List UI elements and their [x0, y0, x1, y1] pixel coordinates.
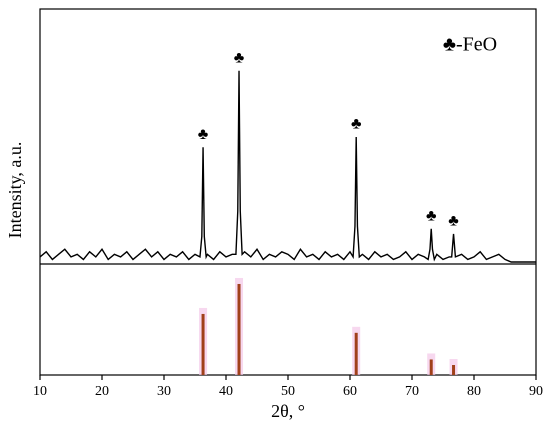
x-tick-label: 30	[157, 384, 171, 399]
x-tick-label: 10	[33, 384, 47, 399]
peak-marker: ♣	[448, 213, 459, 230]
x-tick-label: 40	[219, 384, 233, 399]
peak-marker: ♣	[351, 116, 362, 133]
plot-frame	[39, 8, 537, 376]
x-tick-label: 50	[281, 384, 295, 399]
stem	[429, 359, 433, 375]
stem	[237, 283, 241, 375]
x-tick-label: 20	[95, 384, 109, 399]
x-tick-label: 60	[343, 384, 357, 399]
stem	[452, 365, 456, 375]
x-tick-label: 70	[405, 384, 419, 399]
stem	[354, 332, 358, 375]
peak-marker: ♣	[198, 126, 209, 143]
pattern-line	[39, 70, 536, 263]
legend-label: ♣-FeO	[443, 34, 497, 56]
y-axis-label: Intensity, a.u.	[5, 142, 25, 239]
x-tick-label: 90	[529, 384, 543, 399]
x-tick-label: 80	[467, 384, 481, 399]
x-axis-label: 2θ, °	[271, 401, 305, 421]
peak-marker: ♣	[234, 49, 245, 66]
stem	[201, 313, 205, 375]
peak-marker: ♣	[426, 208, 437, 225]
